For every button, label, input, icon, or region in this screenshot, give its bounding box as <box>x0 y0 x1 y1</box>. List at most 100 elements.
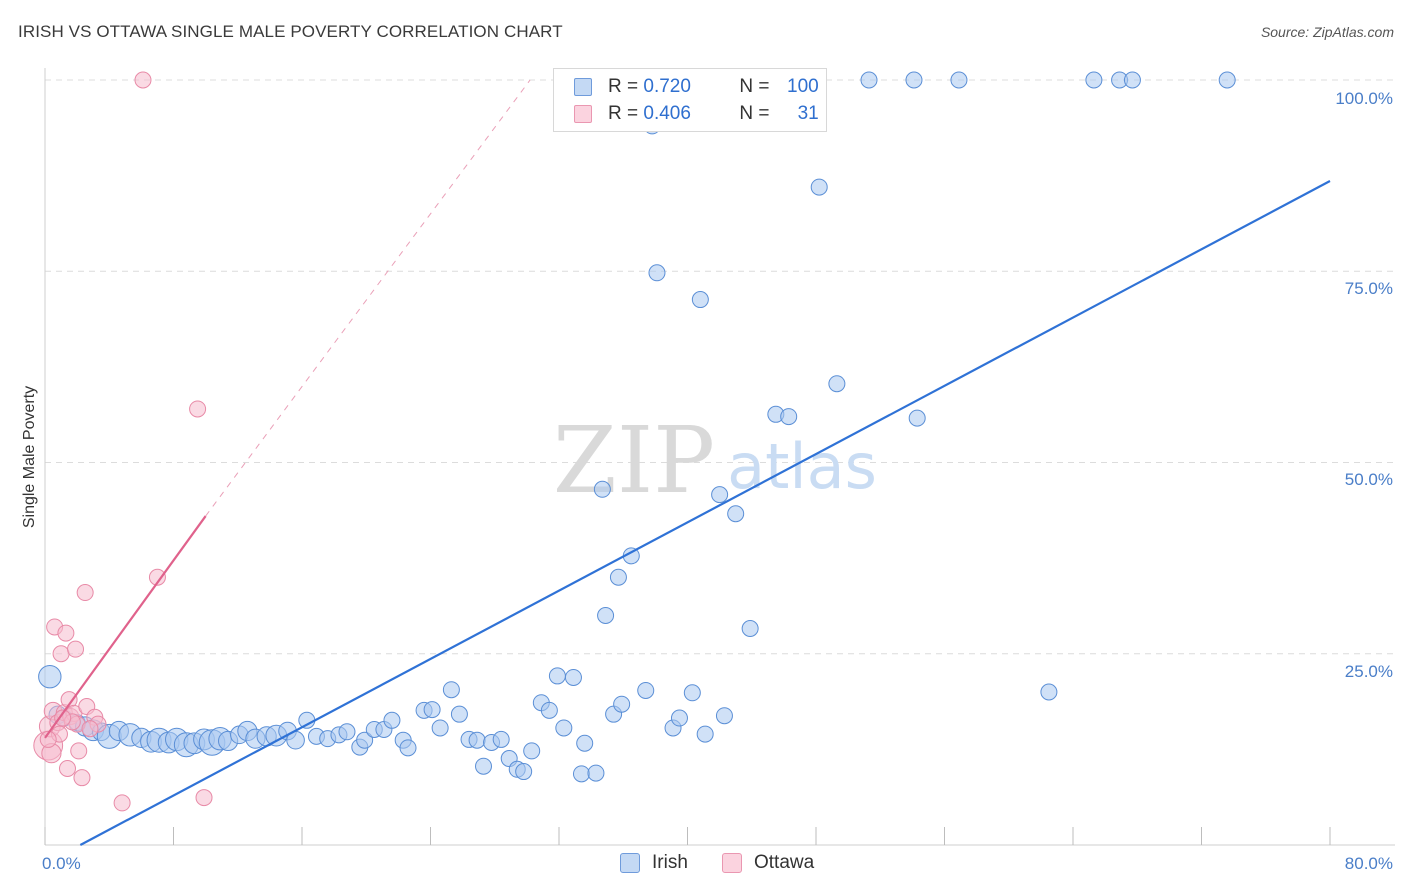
ottawa-r-label: R = <box>608 103 644 124</box>
irish-point <box>492 730 510 748</box>
watermark-zip: ZIP <box>553 407 715 514</box>
legend-row-ottawa: R = 0.406 N = 31 <box>574 103 819 125</box>
irish-point <box>683 684 701 702</box>
irish-legend-swatch <box>620 853 640 873</box>
irish-point <box>555 719 573 737</box>
irish-point <box>828 375 846 393</box>
irish-point <box>905 71 923 89</box>
ottawa-point <box>76 584 94 602</box>
irish-point <box>1085 71 1103 89</box>
irish-point <box>597 607 615 624</box>
irish-point <box>950 71 968 89</box>
ottawa-point <box>189 400 207 418</box>
ottawa-n-value: 31 <box>797 103 819 124</box>
irish-point <box>572 765 590 783</box>
y-tick-label-50: 50.0% <box>1345 470 1393 489</box>
ottawa-point <box>195 789 213 807</box>
irish-point <box>450 705 468 723</box>
source-label: Source: ZipAtlas.com <box>1260 24 1394 40</box>
irish-n-value: 100 <box>787 76 819 97</box>
irish-trend-line <box>79 180 1331 846</box>
irish-point <box>908 409 926 427</box>
irish-n-label: N = <box>739 76 775 97</box>
irish-point <box>1123 71 1141 89</box>
ottawa-point <box>73 769 91 787</box>
y-tick-label-100: 100.0% <box>1335 89 1393 108</box>
irish-point <box>540 701 558 719</box>
chart-title: IRISH VS OTTAWA SINGLE MALE POVERTY CORR… <box>18 22 563 41</box>
watermark-atlas: atlas <box>727 430 877 503</box>
legend-row-irish: R = 0.720 N = 100 <box>574 76 819 98</box>
irish-point <box>468 731 486 749</box>
correlation-legend: R = 0.720 N = 100 R = 0.406 N = 31 <box>553 68 827 132</box>
y-tick-label-75: 75.0% <box>1345 279 1393 298</box>
irish-point <box>523 742 541 760</box>
irish-points <box>38 71 1236 783</box>
irish-point <box>423 701 441 719</box>
irish-point <box>613 695 631 713</box>
irish-point <box>609 568 627 586</box>
ottawa-point <box>39 730 57 748</box>
irish-point <box>780 408 798 426</box>
ottawa-point <box>58 760 76 777</box>
irish-point <box>356 731 374 749</box>
irish-point <box>670 709 688 727</box>
ottawa-point <box>57 624 75 642</box>
ottawa-point <box>52 645 70 663</box>
irish-point <box>593 480 611 498</box>
ottawa-point <box>113 794 131 812</box>
irish-r-label: R = <box>608 76 644 97</box>
irish-point <box>475 757 493 775</box>
irish-point <box>431 719 449 737</box>
y-tick-label-25: 25.0% <box>1345 662 1393 681</box>
irish-point <box>637 681 655 699</box>
y-axis-title: Single Male Poverty <box>21 386 38 528</box>
irish-point <box>564 668 582 686</box>
legend-item-ottawa[interactable]: Ottawa <box>722 852 814 874</box>
ottawa-point <box>81 720 99 738</box>
irish-legend-label: Irish <box>652 852 688 873</box>
irish-point <box>587 764 605 782</box>
irish-point <box>442 681 460 699</box>
irish-point <box>399 739 417 757</box>
irish-point <box>696 725 714 743</box>
irish-point <box>711 486 729 504</box>
irish-point <box>383 711 401 729</box>
tick-labels: 25.0% 50.0% 75.0% 100.0% 0.0% 80.0% Sing… <box>21 89 1393 873</box>
ottawa-point <box>148 568 166 586</box>
legend-item-irish[interactable]: Irish <box>620 852 688 874</box>
x-tick-label-max: 80.0% <box>1345 854 1393 873</box>
x-tick-label-min: 0.0% <box>42 854 81 873</box>
ottawa-point <box>134 71 152 89</box>
irish-point <box>298 711 316 729</box>
ottawa-trend-line <box>44 515 207 739</box>
ottawa-points <box>33 71 213 812</box>
irish-swatch <box>574 78 592 96</box>
ottawa-r-value: 0.406 <box>643 103 691 124</box>
grid-layer <box>45 79 1395 655</box>
irish-point <box>860 71 878 89</box>
series-legend: Irish Ottawa <box>0 852 1406 876</box>
irish-point <box>741 620 759 638</box>
irish-point <box>810 178 828 196</box>
irish-point <box>691 291 709 309</box>
ottawa-legend-swatch <box>722 853 742 873</box>
ottawa-swatch <box>574 105 592 123</box>
ottawa-trend-extension <box>205 79 531 517</box>
ottawa-point <box>67 640 85 658</box>
ottawa-n-label: N = <box>739 103 775 124</box>
irish-point <box>715 707 733 725</box>
irish-point <box>38 665 62 689</box>
irish-point <box>515 763 533 781</box>
irish-point <box>1218 71 1236 89</box>
watermark: ZIP atlas <box>553 407 877 514</box>
irish-point <box>1040 683 1058 701</box>
irish-point <box>727 505 745 523</box>
ottawa-legend-label: Ottawa <box>754 852 815 873</box>
ottawa-point <box>70 742 88 760</box>
irish-r-value: 0.720 <box>643 76 691 97</box>
irish-point <box>338 723 356 741</box>
ottawa-point <box>54 709 72 727</box>
irish-point <box>648 264 666 282</box>
